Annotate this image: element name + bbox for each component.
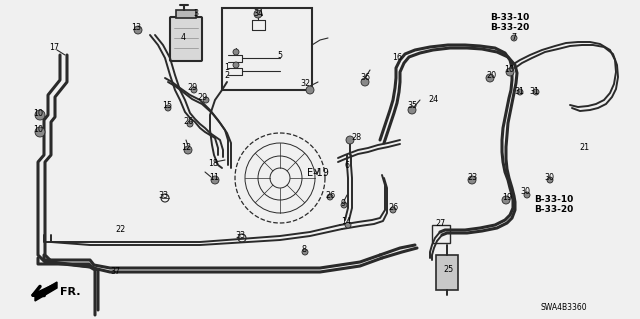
Text: 37: 37 [110,268,120,277]
Text: 28: 28 [351,133,361,143]
Circle shape [547,177,553,183]
Text: 20: 20 [486,71,496,80]
Circle shape [184,146,192,154]
Circle shape [345,222,351,228]
Text: 35: 35 [407,100,417,109]
Text: 10: 10 [33,125,43,135]
Text: 23: 23 [467,174,477,182]
Text: 11: 11 [209,174,219,182]
Text: 4: 4 [180,33,186,42]
Bar [436,255,458,290]
Text: 7: 7 [511,33,516,42]
Text: 26: 26 [388,204,398,212]
Text: 17: 17 [49,42,59,51]
Circle shape [233,49,239,55]
Text: 32: 32 [300,78,310,87]
Text: 30: 30 [520,188,530,197]
Circle shape [502,196,510,204]
Text: 27: 27 [435,219,445,227]
Text: 19: 19 [502,194,512,203]
Text: 13: 13 [131,24,141,33]
Text: 6: 6 [344,160,349,169]
Text: 24: 24 [428,95,438,105]
Circle shape [191,87,197,93]
Circle shape [306,86,314,94]
Circle shape [327,194,333,200]
Circle shape [346,136,354,144]
Text: 31: 31 [529,87,539,97]
Text: 31: 31 [514,87,524,97]
Text: 8: 8 [301,244,307,254]
Text: E-19: E-19 [307,168,329,178]
Text: 16: 16 [392,53,402,62]
Text: SWA4B3360: SWA4B3360 [541,302,588,311]
Circle shape [468,176,476,184]
Text: 2: 2 [225,71,230,80]
Text: 25: 25 [444,265,454,275]
Circle shape [390,207,396,213]
Bar [222,8,312,90]
Text: B-33-20: B-33-20 [490,24,529,33]
Text: 30: 30 [544,174,554,182]
Circle shape [233,62,239,68]
Text: 33: 33 [158,191,168,201]
Circle shape [361,78,369,86]
Circle shape [35,110,45,120]
Polygon shape [35,282,57,301]
Text: 12: 12 [181,144,191,152]
Text: B-33-10: B-33-10 [534,196,573,204]
Text: 34: 34 [253,9,263,18]
Text: 21: 21 [579,144,589,152]
Circle shape [486,74,494,82]
Text: 36: 36 [360,72,370,81]
Text: 33: 33 [235,232,245,241]
Text: 15: 15 [162,100,172,109]
Text: 18: 18 [208,159,218,167]
Text: 22: 22 [115,226,125,234]
Circle shape [211,176,219,184]
Text: FR.: FR. [60,287,81,297]
Text: 29: 29 [187,84,197,93]
Circle shape [254,10,262,18]
Text: 10: 10 [504,65,514,75]
Circle shape [35,127,45,137]
Text: 26: 26 [183,117,193,127]
Circle shape [187,121,193,127]
Circle shape [165,105,171,111]
Text: 3: 3 [193,9,198,18]
Text: B-33-20: B-33-20 [534,205,573,214]
Circle shape [203,97,209,103]
Text: 9: 9 [340,198,346,207]
Circle shape [517,89,523,95]
Text: 14: 14 [341,218,351,226]
Circle shape [302,249,308,255]
Text: 26: 26 [325,190,335,199]
Circle shape [511,35,517,41]
Circle shape [134,26,142,34]
Circle shape [524,192,530,198]
Text: B-33-10: B-33-10 [490,13,529,23]
Text: 10: 10 [33,108,43,117]
Circle shape [341,202,347,208]
Text: 1: 1 [225,63,230,71]
Bar [432,225,450,243]
Bar [176,10,196,18]
FancyBboxPatch shape [170,17,202,61]
Text: 5: 5 [277,50,283,60]
Circle shape [506,68,514,76]
Circle shape [408,106,416,114]
Circle shape [533,89,539,95]
Text: 29: 29 [198,93,208,102]
